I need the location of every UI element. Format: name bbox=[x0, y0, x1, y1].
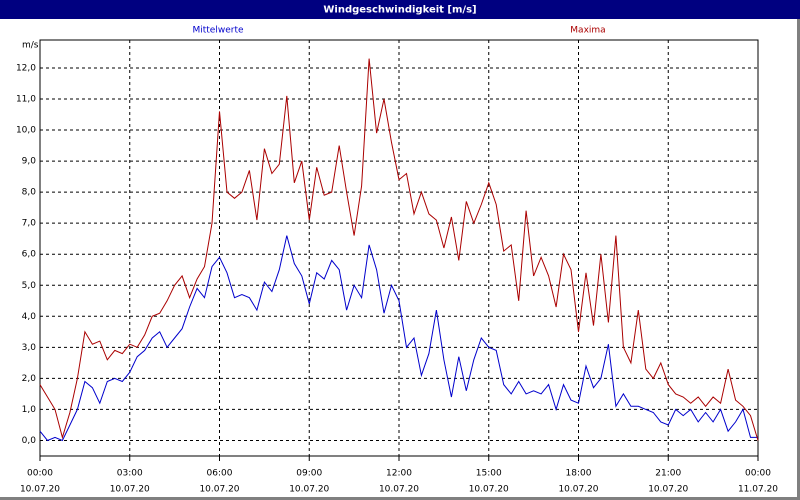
y-tick-label: 1,0 bbox=[22, 405, 37, 415]
x-tick-sublabel: 10.07.20 bbox=[379, 485, 419, 495]
series-line bbox=[39, 58, 759, 441]
x-tick-label: 06:00 bbox=[207, 469, 233, 479]
x-tick-label: 21:00 bbox=[655, 469, 681, 479]
y-tick-label: 12,0 bbox=[16, 63, 36, 73]
x-tick-label: 12:00 bbox=[386, 469, 412, 479]
y-tick-label: 6,0 bbox=[22, 250, 37, 260]
y-axis-label: m/s bbox=[22, 41, 39, 51]
x-tick-sublabel: 10.07.20 bbox=[289, 485, 329, 495]
y-tick-label: 4,0 bbox=[22, 312, 37, 322]
series-line bbox=[39, 235, 758, 442]
window-edge bbox=[0, 497, 800, 500]
legend-label: Mittelwerte bbox=[192, 26, 243, 36]
x-tick-sublabel: 10.07.20 bbox=[558, 485, 598, 495]
y-tick-label: 8,0 bbox=[22, 188, 37, 198]
x-tick-sublabel: 10.07.20 bbox=[648, 485, 688, 495]
y-tick-label: 11,0 bbox=[16, 94, 36, 104]
x-tick-sublabel: 10.07.20 bbox=[110, 485, 150, 495]
x-tick-sublabel: 10.07.20 bbox=[469, 485, 509, 495]
y-tick-label: 10,0 bbox=[16, 126, 36, 136]
y-tick-label: 3,0 bbox=[22, 343, 37, 353]
x-tick-sublabel: 11.07.20 bbox=[738, 485, 778, 495]
x-tick-label: 00:00 bbox=[27, 469, 53, 479]
y-tick-label: 5,0 bbox=[22, 281, 37, 291]
y-tick-label: 0,0 bbox=[22, 436, 37, 446]
legend-label: Maxima bbox=[570, 26, 605, 36]
x-tick-label: 15:00 bbox=[476, 469, 502, 479]
x-tick-label: 03:00 bbox=[117, 469, 143, 479]
x-tick-sublabel: 10.07.20 bbox=[199, 485, 239, 495]
x-tick-label: 00:00 bbox=[745, 469, 771, 479]
y-tick-label: 7,0 bbox=[22, 219, 37, 229]
y-tick-label: 2,0 bbox=[22, 374, 37, 384]
x-tick-label: 18:00 bbox=[566, 469, 592, 479]
title-bar bbox=[0, 0, 800, 19]
y-tick-label: 9,0 bbox=[22, 157, 37, 167]
plot-frame bbox=[39, 39, 759, 457]
x-tick-sublabel: 10.07.20 bbox=[20, 485, 60, 495]
window-edge bbox=[797, 19, 800, 500]
chart-title: Windgeschwindigkeit [m/s] bbox=[323, 5, 476, 16]
x-tick-label: 09:00 bbox=[296, 469, 322, 479]
